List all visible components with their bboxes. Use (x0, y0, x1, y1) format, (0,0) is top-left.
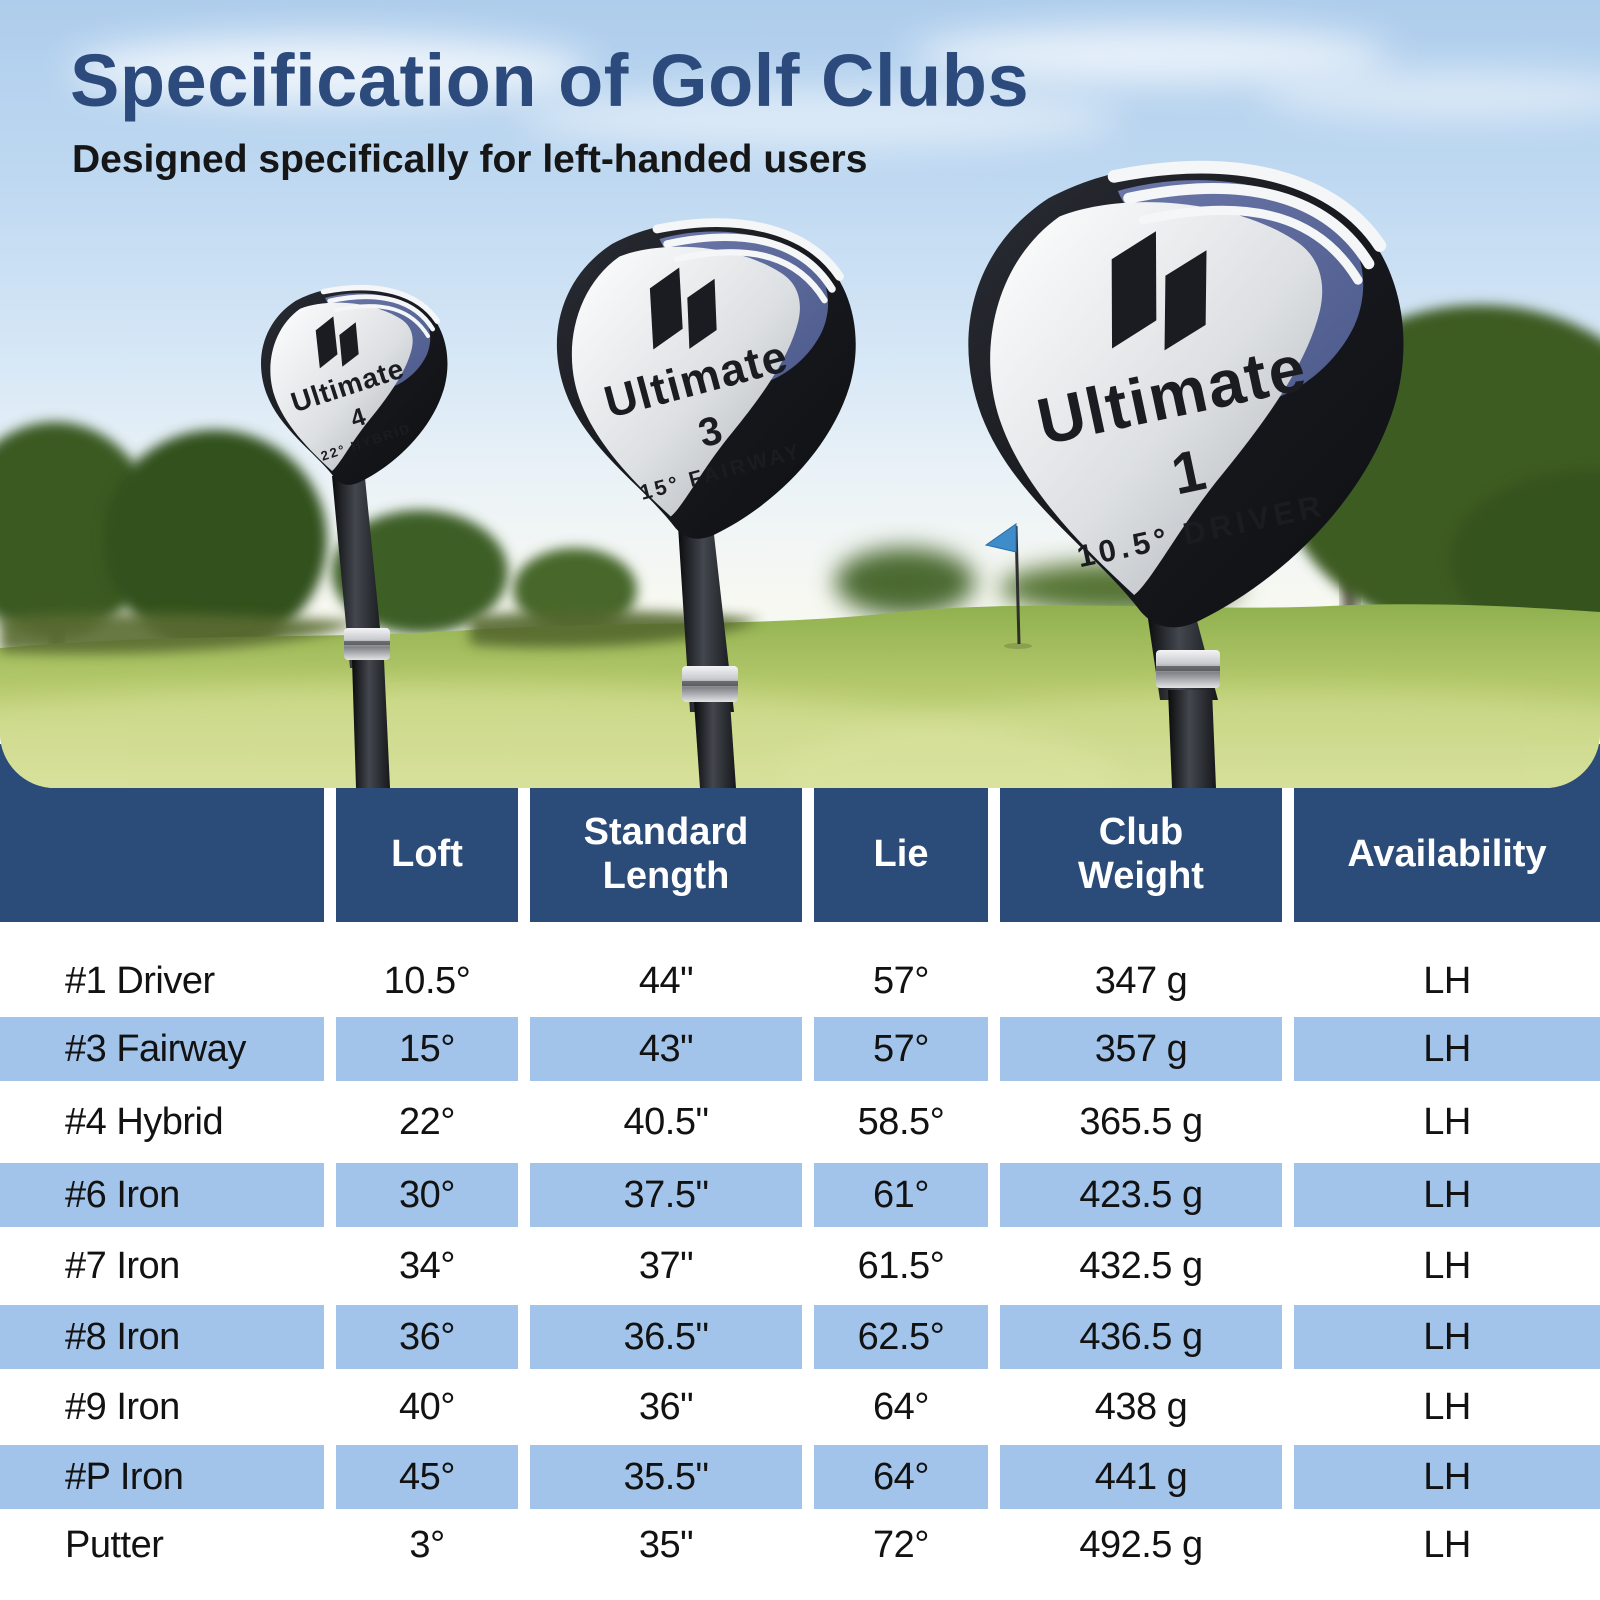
loft-cell: 34° (399, 1244, 455, 1287)
photo-section: Ultimate 4 22° HYBRID Ultimate 3 15° FAI… (0, 0, 1600, 788)
length-cell: 35" (638, 1524, 694, 1566)
loft-cell: 3° (409, 1524, 445, 1566)
loft-cell: 40° (399, 1385, 455, 1428)
availability-cell: LH (1294, 1017, 1600, 1081)
club-cell: #9 Iron (65, 1385, 180, 1428)
length-cell: 40.5" (623, 1100, 709, 1143)
availability-cell: LH (1294, 1163, 1600, 1227)
page-subtitle: Designed specifically for left-handed us… (72, 138, 868, 181)
column-header-standard-length: Standard Length (530, 788, 802, 922)
length-cell: 35.5" (530, 1445, 802, 1509)
availability-cell: LH (1423, 1100, 1471, 1143)
weight-cell: 436.5 g (1000, 1305, 1282, 1369)
availability-cell: LH (1294, 1305, 1600, 1369)
loft-cell: 22° (399, 1100, 455, 1143)
weight-cell: 432.5 g (1079, 1244, 1203, 1287)
length-cell: 36.5" (530, 1305, 802, 1369)
availability-cell: LH (1423, 1385, 1471, 1428)
club-cell: #7 Iron (65, 1244, 180, 1287)
loft-cell: 30° (336, 1163, 518, 1227)
lie-cell: 64° (814, 1445, 988, 1509)
column-header-lie: Lie (814, 788, 988, 922)
club-cell: #P Iron (0, 1445, 324, 1509)
loft-cell: 10.5° (383, 960, 471, 1002)
page-title: Specification of Golf Clubs (70, 39, 1030, 122)
lie-cell: 61.5° (857, 1244, 945, 1287)
lie-cell: 61° (814, 1163, 988, 1227)
length-cell: 43" (530, 1017, 802, 1081)
column-header-club-weight: Club Weight (1000, 788, 1282, 922)
weight-cell: 357 g (1000, 1017, 1282, 1081)
golf-flag-icon (984, 523, 1032, 649)
weight-cell: 423.5 g (1000, 1163, 1282, 1227)
lie-cell: 58.5° (857, 1100, 945, 1143)
length-cell: 44" (638, 960, 694, 1002)
length-cell: 37" (638, 1244, 694, 1287)
club-cell: #3 Fairway (0, 1017, 324, 1081)
length-cell: 36" (638, 1385, 694, 1428)
club-cell: #1 Driver (65, 960, 215, 1002)
length-cell: 37.5" (530, 1163, 802, 1227)
lie-cell: 57° (873, 960, 929, 1002)
availability-cell: LH (1294, 1445, 1600, 1509)
spec-table-header: Loft Standard Length Lie Club Weight Ava… (0, 788, 1600, 922)
availability-cell: LH (1423, 960, 1471, 1002)
club-head-driver: Ultimate 1 10.5° DRIVER (968, 164, 1403, 627)
club-cell: #8 Iron (0, 1305, 324, 1369)
availability-cell: LH (1423, 1244, 1471, 1287)
lie-cell: 62.5° (814, 1305, 988, 1369)
golf-course-scene: Ultimate 4 22° HYBRID Ultimate 3 15° FAI… (0, 27, 1600, 788)
column-header-availability: Availability (1294, 788, 1600, 922)
weight-cell: 441 g (1000, 1445, 1282, 1509)
lie-cell: 72° (873, 1524, 929, 1566)
club-head-hybrid: Ultimate 4 22° HYBRID (261, 286, 447, 485)
loft-cell: 36° (336, 1305, 518, 1369)
lie-cell: 57° (814, 1017, 988, 1081)
weight-cell: 347 g (1094, 960, 1188, 1002)
weight-cell: 492.5 g (1079, 1524, 1203, 1566)
spec-table-body: #1 Driver 10.5° 44" 57° 347 g LH #3 Fair… (0, 922, 1600, 1582)
availability-cell: LH (1423, 1524, 1471, 1566)
weight-cell: 438 g (1094, 1385, 1188, 1428)
club-head-fairway: Ultimate 3 15° FAIRWAY (557, 221, 856, 539)
loft-cell: 45° (336, 1445, 518, 1509)
weight-cell: 365.5 g (1079, 1100, 1203, 1143)
club-shafts (332, 468, 1220, 788)
clouds (70, 27, 1600, 148)
lie-cell: 64° (873, 1385, 929, 1428)
club-cell: #6 Iron (0, 1163, 324, 1227)
column-header-loft: Loft (336, 788, 518, 922)
loft-cell: 15° (336, 1017, 518, 1081)
column-header-club (0, 788, 324, 922)
club-cell: Putter (65, 1524, 164, 1566)
club-cell: #4 Hybrid (65, 1100, 224, 1143)
